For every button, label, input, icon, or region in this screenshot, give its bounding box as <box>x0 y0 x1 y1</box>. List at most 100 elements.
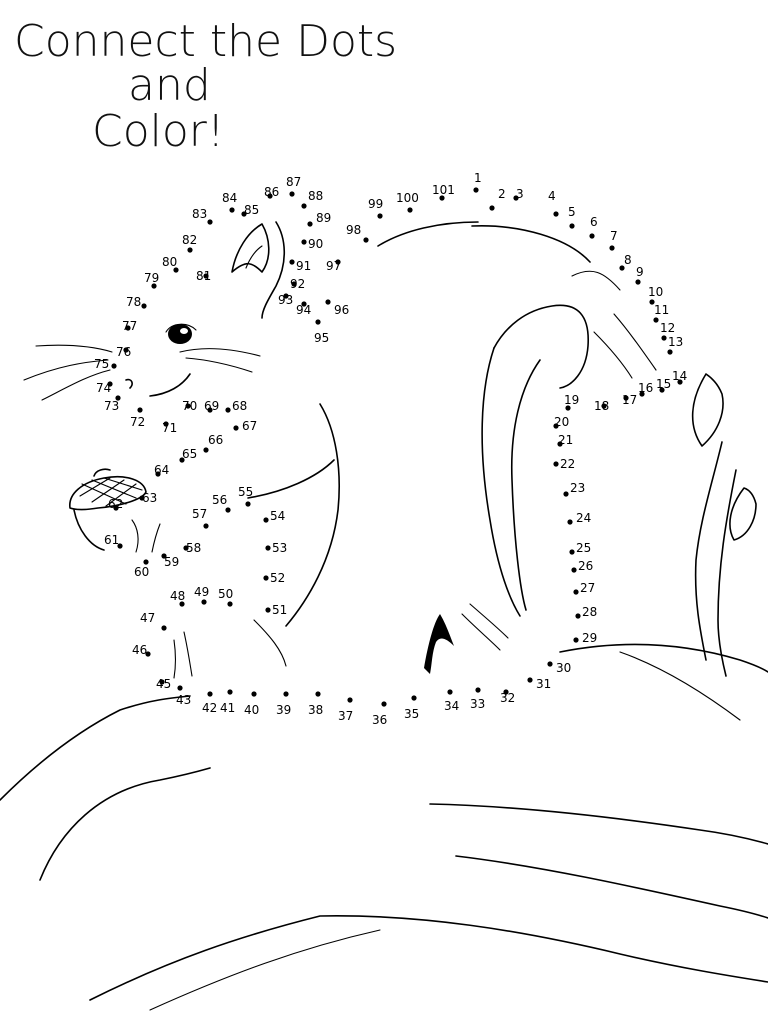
dot-36 <box>381 701 387 707</box>
dot-label-6: 6 <box>590 215 598 229</box>
dot-label-14: 14 <box>672 369 687 383</box>
dot-label-90: 90 <box>308 237 323 251</box>
dot-label-68: 68 <box>232 399 247 413</box>
dot-label-96: 96 <box>334 303 349 317</box>
dot-label-59: 59 <box>164 555 179 569</box>
dot-46 <box>145 651 151 657</box>
dot-55 <box>245 501 251 507</box>
dot-35 <box>411 695 417 701</box>
dot-64 <box>155 471 161 477</box>
dot-78 <box>141 303 147 309</box>
dot-label-4: 4 <box>548 189 556 203</box>
dot-42 <box>207 691 213 697</box>
dot-66 <box>203 447 209 453</box>
dot-label-10: 10 <box>648 285 663 299</box>
dot-48 <box>179 601 185 607</box>
dot-label-40: 40 <box>244 703 259 717</box>
dot-88 <box>301 203 307 209</box>
dot-label-92: 92 <box>290 277 305 291</box>
dot-12 <box>661 335 667 341</box>
dot-57 <box>203 523 209 529</box>
dot-95 <box>315 319 321 325</box>
dot-47 <box>161 625 167 631</box>
dot-label-97: 97 <box>326 259 341 273</box>
dot-label-50: 50 <box>218 587 233 601</box>
branch-line-art <box>0 643 768 1011</box>
dot-label-42: 42 <box>202 701 217 715</box>
dot-5 <box>569 223 575 229</box>
dot-11 <box>653 317 659 323</box>
dot-label-45: 45 <box>156 677 171 691</box>
title-line-3: Color! <box>92 106 225 157</box>
dot-label-55: 55 <box>238 485 253 499</box>
dot-65 <box>179 457 185 463</box>
dot-label-21: 21 <box>558 433 573 447</box>
dot-21 <box>557 441 563 447</box>
dot-30 <box>547 661 553 667</box>
dot-62 <box>113 505 119 511</box>
dot-83 <box>207 219 213 225</box>
dot-17 <box>623 395 629 401</box>
dot-101 <box>439 195 445 201</box>
dot-80 <box>173 267 179 273</box>
dot-73 <box>115 395 121 401</box>
title-line-2: and <box>128 60 211 111</box>
dot-label-37: 37 <box>338 709 353 723</box>
dot-label-78: 78 <box>126 295 141 309</box>
plant-line-art <box>691 373 757 677</box>
dot-label-22: 22 <box>560 457 575 471</box>
dot-label-16: 16 <box>638 381 653 395</box>
dot-label-43: 43 <box>176 693 191 707</box>
dot-52 <box>263 575 269 581</box>
dot-label-58: 58 <box>186 541 201 555</box>
dot-label-93: 93 <box>278 293 293 307</box>
dot-label-8: 8 <box>624 253 632 267</box>
dot-100 <box>407 207 413 213</box>
dot-label-72: 72 <box>130 415 145 429</box>
dot-label-81: 81 <box>196 269 211 283</box>
dot-label-36: 36 <box>372 713 387 727</box>
dot-label-35: 35 <box>404 707 419 721</box>
dot-label-19: 19 <box>564 393 579 407</box>
dot-70 <box>185 403 191 409</box>
dot-29 <box>573 637 579 643</box>
dot-13 <box>667 349 673 355</box>
dot-label-101: 101 <box>432 183 455 197</box>
dot-label-49: 49 <box>194 585 209 599</box>
dot-label-28: 28 <box>582 605 597 619</box>
dot-39 <box>283 691 289 697</box>
dot-label-95: 95 <box>314 331 329 345</box>
dot-label-3: 3 <box>516 187 524 201</box>
dot-56 <box>225 507 231 513</box>
dot-10 <box>649 299 655 305</box>
dot-label-31: 31 <box>536 677 551 691</box>
title-line-1: Connect the Dots <box>14 16 397 67</box>
dot-label-18: 18 <box>594 399 609 413</box>
dot-label-33: 33 <box>470 697 485 711</box>
dot-28 <box>575 613 581 619</box>
dot-label-87: 87 <box>286 175 301 189</box>
dot-label-86: 86 <box>264 185 279 199</box>
dot-label-23: 23 <box>570 481 585 495</box>
dot-label-74: 74 <box>96 381 111 395</box>
dot-23 <box>563 491 569 497</box>
dot-25 <box>569 549 575 555</box>
dot-label-100: 100 <box>396 191 419 205</box>
dot-34 <box>447 689 453 695</box>
dot-15 <box>659 387 665 393</box>
dot-41 <box>227 689 233 695</box>
dot-label-71: 71 <box>162 421 177 435</box>
dot-label-88: 88 <box>308 189 323 203</box>
dot-98 <box>363 237 369 243</box>
dot-85 <box>241 211 247 217</box>
dot-label-20: 20 <box>554 415 569 429</box>
dot-label-66: 66 <box>208 433 223 447</box>
dot-69 <box>207 407 213 413</box>
dot-label-77: 77 <box>122 319 137 333</box>
dot-1 <box>473 187 479 193</box>
dot-label-80: 80 <box>162 255 177 269</box>
dot-60 <box>143 559 149 565</box>
dot-label-82: 82 <box>182 233 197 247</box>
dot-54 <box>263 517 269 523</box>
